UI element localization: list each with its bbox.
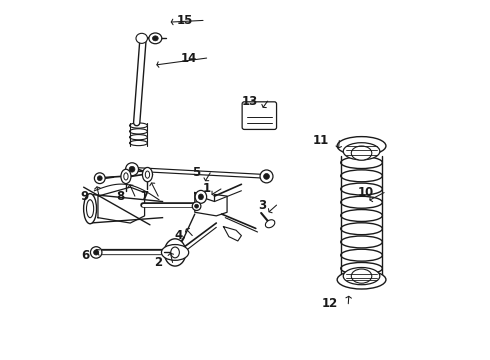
Ellipse shape xyxy=(121,169,131,184)
Ellipse shape xyxy=(351,146,372,160)
Text: 8: 8 xyxy=(117,190,125,203)
Ellipse shape xyxy=(195,204,198,208)
Ellipse shape xyxy=(149,33,162,44)
Ellipse shape xyxy=(192,202,201,211)
Ellipse shape xyxy=(164,239,186,266)
Ellipse shape xyxy=(143,167,152,182)
Ellipse shape xyxy=(260,170,273,183)
Ellipse shape xyxy=(94,250,99,255)
Ellipse shape xyxy=(195,190,207,203)
Ellipse shape xyxy=(264,174,270,179)
Text: 1: 1 xyxy=(203,183,211,195)
Ellipse shape xyxy=(125,163,139,176)
Polygon shape xyxy=(223,226,242,241)
Text: 13: 13 xyxy=(241,95,258,108)
Polygon shape xyxy=(195,193,227,216)
Ellipse shape xyxy=(136,33,147,43)
Ellipse shape xyxy=(337,270,386,289)
Ellipse shape xyxy=(198,194,203,200)
Polygon shape xyxy=(98,187,145,223)
Text: 3: 3 xyxy=(258,199,267,212)
Text: 10: 10 xyxy=(358,186,374,199)
Text: 7: 7 xyxy=(140,190,148,203)
FancyBboxPatch shape xyxy=(242,102,276,130)
Text: 4: 4 xyxy=(174,229,182,242)
Ellipse shape xyxy=(351,269,372,283)
Ellipse shape xyxy=(124,173,128,180)
Text: 9: 9 xyxy=(81,190,89,203)
Text: 2: 2 xyxy=(154,256,163,269)
Ellipse shape xyxy=(129,166,135,172)
Ellipse shape xyxy=(343,267,380,285)
Ellipse shape xyxy=(91,247,102,258)
Text: 14: 14 xyxy=(180,51,196,64)
Ellipse shape xyxy=(343,143,380,160)
Ellipse shape xyxy=(95,173,105,184)
Ellipse shape xyxy=(337,136,386,155)
Text: 6: 6 xyxy=(81,249,89,262)
Text: 11: 11 xyxy=(313,134,329,147)
Text: 15: 15 xyxy=(176,14,193,27)
Ellipse shape xyxy=(84,194,97,224)
Ellipse shape xyxy=(266,220,275,228)
Ellipse shape xyxy=(98,176,102,181)
Ellipse shape xyxy=(152,36,158,41)
Text: 5: 5 xyxy=(192,166,200,179)
Text: 12: 12 xyxy=(322,297,338,310)
Ellipse shape xyxy=(87,200,94,218)
Ellipse shape xyxy=(171,247,179,258)
Ellipse shape xyxy=(161,244,189,260)
Ellipse shape xyxy=(146,171,149,178)
